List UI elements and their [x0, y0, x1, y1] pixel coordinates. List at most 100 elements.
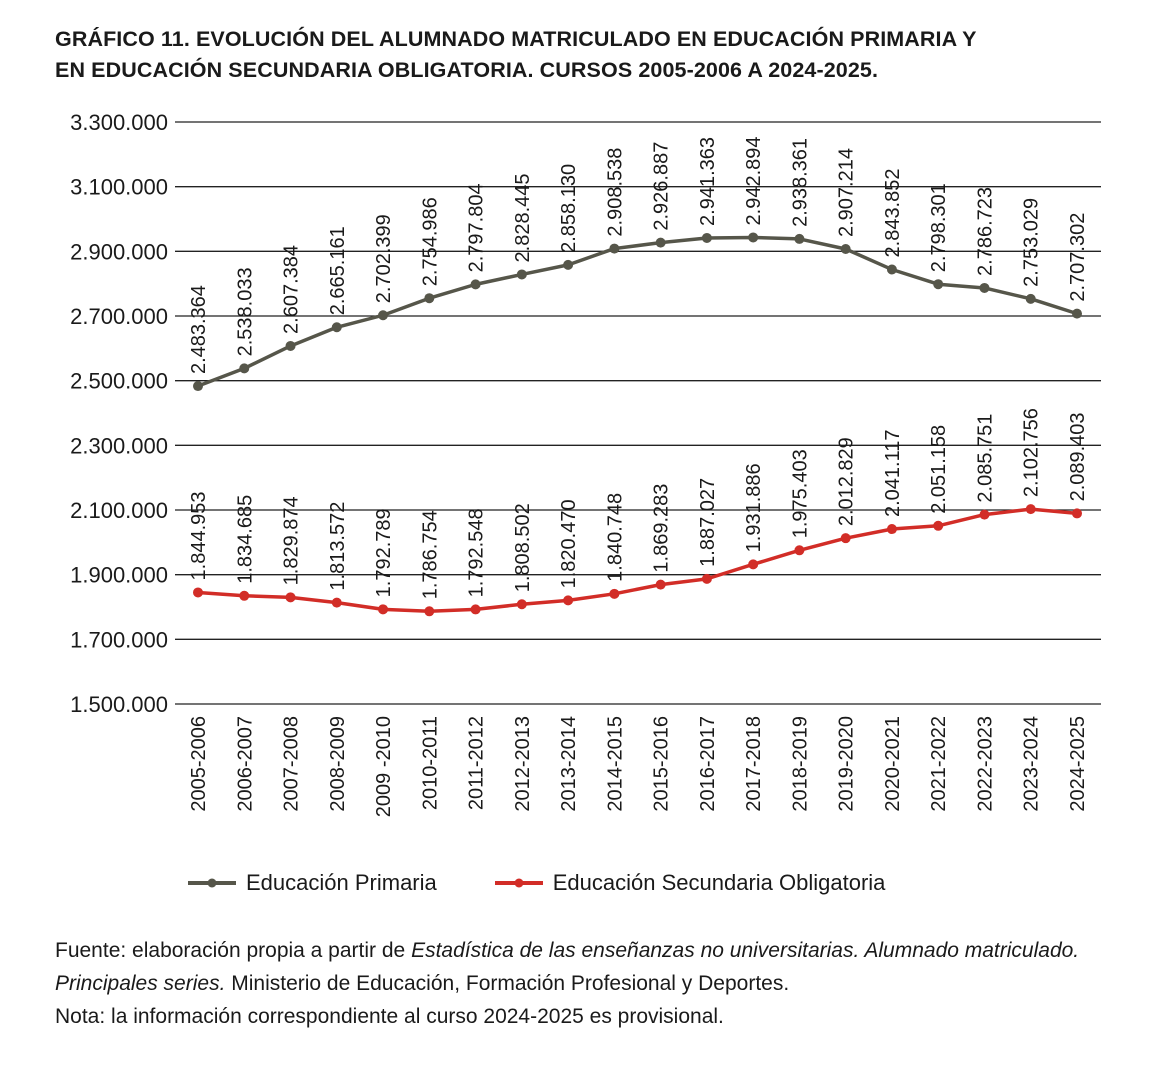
- data-point: [239, 590, 250, 601]
- data-point: [701, 232, 712, 243]
- data-point: [794, 233, 805, 244]
- data-point: [378, 604, 389, 615]
- data-label: 2.938.361: [789, 138, 811, 227]
- legend: Educación Primaria Educación Secundaria …: [188, 870, 885, 896]
- data-label: 2.908.538: [604, 148, 626, 237]
- data-point: [840, 244, 851, 255]
- data-label: 2.941.363: [697, 137, 719, 226]
- data-point: [331, 322, 342, 333]
- note-text: Nota: la información correspondiente al …: [55, 1005, 724, 1028]
- y-tick-label: 3.300.000: [70, 110, 168, 135]
- data-label: 1.975.403: [789, 449, 811, 538]
- data-point: [424, 606, 435, 617]
- title-line-1: GRÁFICO 11. EVOLUCIÓN DEL ALUMNADO MATRI…: [55, 27, 977, 51]
- data-point: [285, 592, 296, 603]
- x-tick-label: 2017-2018: [743, 716, 765, 812]
- x-tick-label: 2010-2011: [419, 716, 441, 810]
- data-point: [979, 282, 990, 293]
- source-text: Fuente: elaboración propia a partir de: [55, 939, 412, 962]
- data-point: [933, 520, 944, 531]
- data-label: 2.798.301: [928, 183, 950, 272]
- data-point: [886, 264, 897, 275]
- data-label: 1.792.548: [466, 508, 488, 597]
- data-label: 1.829.874: [281, 496, 303, 585]
- series-line-1: [197, 507, 1078, 614]
- x-tick-label: 2012-2013: [512, 716, 534, 812]
- data-label: 2.702.399: [373, 214, 395, 303]
- data-label: 1.840.748: [604, 493, 626, 582]
- legend-label: Educación Secundaria Obligatoria: [552, 870, 886, 895]
- y-tick-label: 1.900.000: [70, 563, 168, 588]
- data-point: [609, 243, 620, 254]
- data-point: [193, 587, 203, 598]
- y-tick-label: 1.500.000: [70, 692, 168, 717]
- y-tick-label: 2.500.000: [70, 369, 168, 394]
- data-label: 2.665.161: [327, 226, 349, 315]
- data-point: [424, 293, 435, 304]
- data-point: [1025, 504, 1036, 515]
- data-point: [516, 599, 527, 610]
- data-label: 2.707.302: [1067, 213, 1089, 302]
- data-label: 1.813.572: [327, 502, 349, 591]
- x-tick-label: 2005-2006: [188, 716, 210, 812]
- data-point: [748, 232, 759, 243]
- data-label: 2.754.986: [419, 197, 441, 286]
- source-title: Estadística de las enseñanzas no univers…: [55, 939, 1080, 995]
- data-label: 2.858.130: [558, 164, 580, 253]
- x-tick-label: 2019-2020: [836, 716, 858, 812]
- data-label: 1.844.953: [188, 491, 210, 580]
- data-label: 1.786.754: [419, 510, 441, 599]
- legend-item-primaria: Educación Primaria: [188, 870, 437, 896]
- data-label: 1.869.283: [651, 484, 673, 573]
- y-tick-label: 3.100.000: [70, 175, 168, 200]
- data-label: 2.753.029: [1021, 198, 1043, 287]
- y-tick-label: 2.100.000: [70, 498, 168, 523]
- data-point: [794, 545, 805, 556]
- data-label: 2.607.384: [281, 245, 303, 334]
- data-point: [470, 279, 481, 290]
- data-point: [655, 237, 666, 248]
- y-tick-label: 1.700.000: [70, 627, 168, 652]
- x-tick-label: 2024-2025: [1067, 716, 1089, 812]
- data-point: [563, 595, 574, 606]
- data-label: 2.051.158: [928, 425, 950, 514]
- data-label: 2.012.829: [836, 437, 858, 526]
- data-label: 2.907.214: [836, 148, 858, 237]
- legend-marker-primaria: [188, 878, 236, 888]
- data-point: [470, 604, 481, 615]
- chart-title: GRÁFICO 11. EVOLUCIÓN DEL ALUMNADO MATRI…: [55, 24, 977, 86]
- x-tick-label: 2009 -2010: [373, 716, 395, 817]
- data-label: 2.786.723: [974, 187, 996, 276]
- x-tick-label: 2020-2021: [882, 716, 904, 812]
- x-tick-label: 2015-2016: [651, 716, 673, 812]
- data-label: 1.887.027: [697, 478, 719, 567]
- data-label: 1.808.502: [512, 503, 534, 592]
- data-point: [933, 279, 944, 290]
- data-label: 2.926.887: [651, 142, 673, 231]
- data-label: 1.931.886: [743, 463, 765, 552]
- x-tick-label: 2016-2017: [697, 716, 719, 812]
- legend-item-eso: Educación Secundaria Obligatoria: [494, 870, 886, 896]
- data-point: [886, 524, 897, 535]
- x-tick-label: 2007-2008: [281, 716, 303, 812]
- data-label: 1.792.789: [373, 508, 395, 597]
- source-publisher: Ministerio de Educación, Formación Profe…: [225, 972, 790, 995]
- x-tick-label: 2013-2014: [558, 716, 580, 812]
- data-point: [239, 363, 250, 374]
- data-point: [840, 533, 851, 544]
- legend-label: Educación Primaria: [246, 870, 437, 895]
- data-label: 2.085.751: [974, 414, 996, 503]
- data-label: 2.089.403: [1067, 412, 1089, 501]
- data-label: 2.102.756: [1021, 408, 1043, 497]
- data-point: [655, 579, 666, 590]
- data-point: [193, 381, 203, 392]
- data-point: [285, 340, 296, 351]
- x-tick-label: 2006-2007: [234, 716, 256, 812]
- x-tick-label: 2008-2009: [327, 716, 349, 812]
- y-tick-label: 2.700.000: [70, 304, 168, 329]
- data-point: [609, 588, 620, 599]
- data-point: [1072, 508, 1082, 519]
- data-point: [1072, 308, 1082, 319]
- data-point: [748, 559, 759, 570]
